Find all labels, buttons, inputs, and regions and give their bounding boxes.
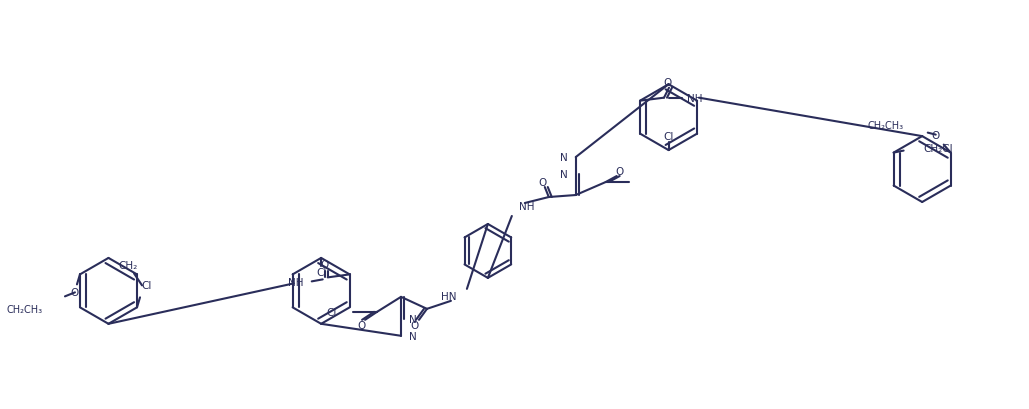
Text: Cl: Cl: [327, 307, 338, 317]
Text: Cl: Cl: [142, 281, 152, 291]
Text: NH: NH: [288, 278, 304, 288]
Text: CH₂CH₃: CH₂CH₃: [7, 305, 43, 315]
Text: N: N: [409, 314, 417, 324]
Text: NH: NH: [687, 93, 703, 103]
Text: O: O: [538, 178, 546, 188]
Text: O: O: [71, 288, 79, 298]
Text: CH₂CH₃: CH₂CH₃: [867, 120, 903, 130]
Text: N: N: [560, 153, 568, 163]
Text: NH: NH: [519, 202, 534, 211]
Text: O: O: [663, 78, 671, 88]
Text: HN: HN: [441, 291, 457, 301]
Text: N: N: [409, 331, 417, 341]
Text: CH₂: CH₂: [118, 261, 138, 271]
Text: Cl: Cl: [664, 132, 674, 142]
Text: O: O: [321, 260, 329, 270]
Text: O: O: [411, 320, 419, 330]
Text: N: N: [560, 170, 568, 180]
Text: Cl: Cl: [316, 267, 326, 277]
Text: O: O: [931, 130, 939, 140]
Text: O: O: [357, 320, 365, 330]
Text: O: O: [615, 166, 624, 177]
Text: CH₂Cl: CH₂Cl: [924, 143, 953, 153]
